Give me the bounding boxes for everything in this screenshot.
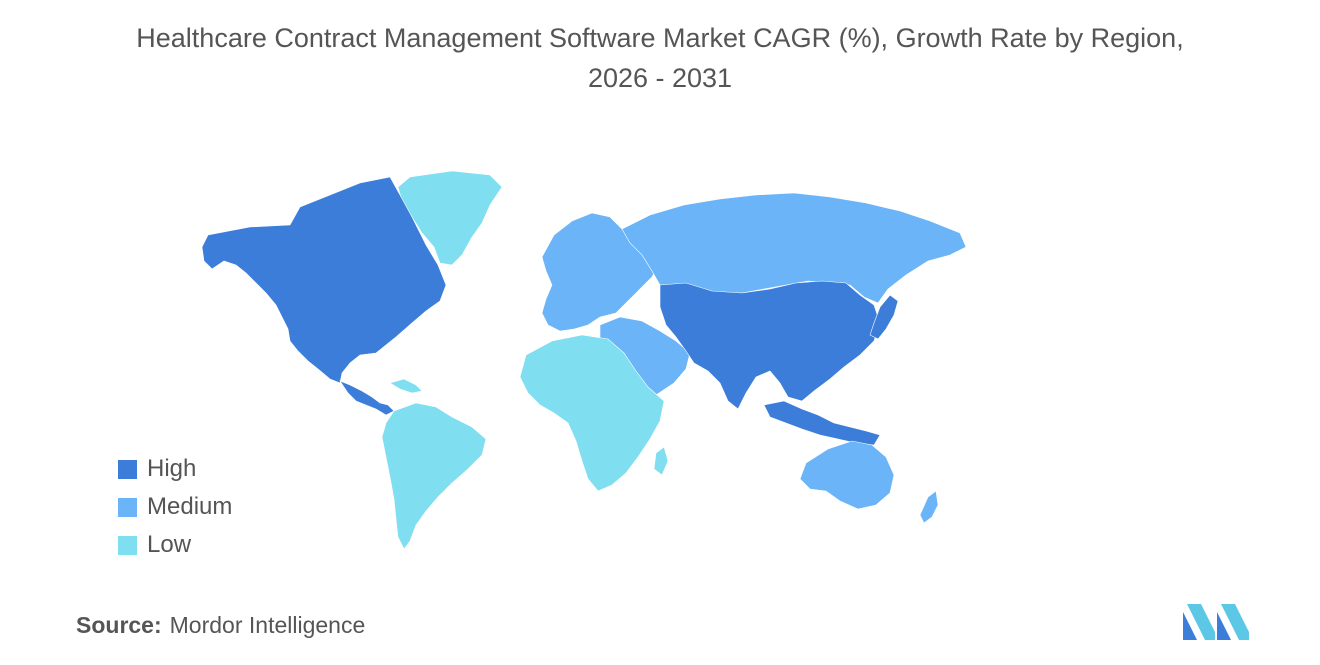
- region-africa: [519, 334, 665, 492]
- source-label: Source:: [76, 612, 162, 638]
- legend-swatch-low: [118, 535, 137, 555]
- source-note: Source: Mordor Intelligence: [76, 612, 365, 639]
- region-south-america: [381, 402, 487, 550]
- mordor-intelligence-logo: [1183, 604, 1249, 640]
- region-europe: [541, 212, 659, 332]
- region-central-america: [339, 380, 395, 416]
- region-north-america: [201, 176, 447, 384]
- legend-label-high: High: [147, 455, 197, 482]
- legend-label-medium: Medium: [147, 493, 233, 520]
- region-japan: [869, 294, 899, 340]
- legend-label-low: Low: [147, 531, 192, 558]
- region-madagascar: [653, 446, 669, 476]
- region-southeast-asia: [763, 400, 881, 446]
- title-line-1: Healthcare Contract Management Software …: [136, 23, 1184, 53]
- legend-item-high: High: [118, 450, 232, 488]
- region-new-zealand: [919, 490, 939, 524]
- legend-swatch-high: [118, 459, 137, 479]
- region-caribbean: [389, 378, 423, 394]
- legend: High Medium Low: [118, 450, 232, 564]
- legend-swatch-medium: [118, 497, 137, 517]
- chart-title: Healthcare Contract Management Software …: [20, 18, 1300, 98]
- region-asia: [659, 280, 881, 410]
- region-australia: [799, 440, 895, 510]
- legend-item-medium: Medium: [118, 488, 232, 526]
- world-map: [201, 170, 967, 550]
- legend-item-low: Low: [118, 526, 232, 564]
- source-text: Mordor Intelligence: [169, 612, 366, 638]
- title-line-2: 2026 - 2031: [587, 63, 733, 93]
